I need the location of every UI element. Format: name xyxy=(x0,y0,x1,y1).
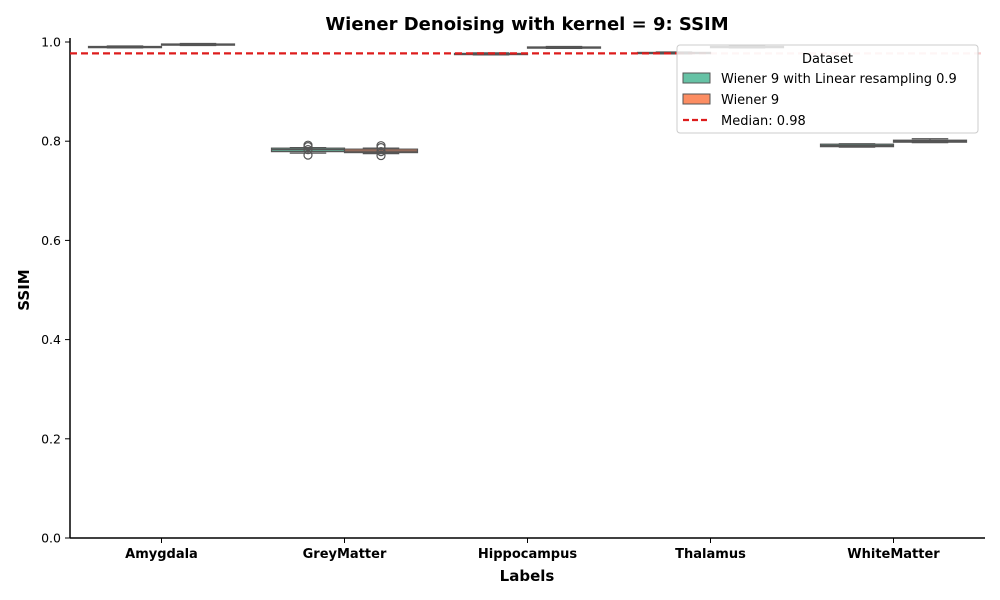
outlier-point xyxy=(303,140,313,150)
legend-swatch xyxy=(682,72,711,84)
box-amygdala-series-1 xyxy=(87,45,163,49)
legend-title: Dataset xyxy=(802,52,853,67)
chart-title: Wiener Denoising with kernel = 9: SSIM xyxy=(325,14,728,35)
x-tick-label: Thalamus xyxy=(675,547,746,562)
legend-swatch xyxy=(682,93,711,105)
y-tick-label: 0.8 xyxy=(41,134,61,149)
box-greymatter-series-1 xyxy=(270,140,346,160)
y-tick-label: 0.2 xyxy=(41,431,61,446)
y-tick-label: 0.4 xyxy=(41,332,61,347)
y-tick-label: 0.0 xyxy=(41,531,61,546)
y-tick-label: 1.0 xyxy=(41,35,61,50)
legend: Dataset Wiener 9 with Linear resampling 0… xyxy=(676,44,979,134)
legend-entry-label: Wiener 9 with Linear resampling 0.9 xyxy=(721,72,957,87)
x-tick-label: Amygdala xyxy=(125,547,198,562)
y-tick-label: 0.6 xyxy=(41,233,61,248)
x-tick-label: Hippocampus xyxy=(478,547,577,562)
box-whitematter-series-1 xyxy=(819,143,895,148)
legend-frame xyxy=(676,44,979,134)
legend-median-label: Median: 0.98 xyxy=(721,114,806,129)
x-axis-label: Labels xyxy=(500,567,555,585)
box-hippocampus-series-2 xyxy=(526,45,602,50)
x-tick-label: GreyMatter xyxy=(303,547,387,562)
outlier-point xyxy=(376,147,386,157)
box-greymatter-series-2 xyxy=(343,141,419,161)
box-whitematter-series-2 xyxy=(892,138,968,144)
box-amygdala-series-2 xyxy=(160,42,236,47)
outlier-point xyxy=(303,145,313,155)
y-axis-label: SSIM xyxy=(15,269,33,310)
outlier-point xyxy=(376,141,386,151)
x-tick-label: WhiteMatter xyxy=(847,547,940,562)
legend-entry-label: Wiener 9 xyxy=(721,93,779,108)
